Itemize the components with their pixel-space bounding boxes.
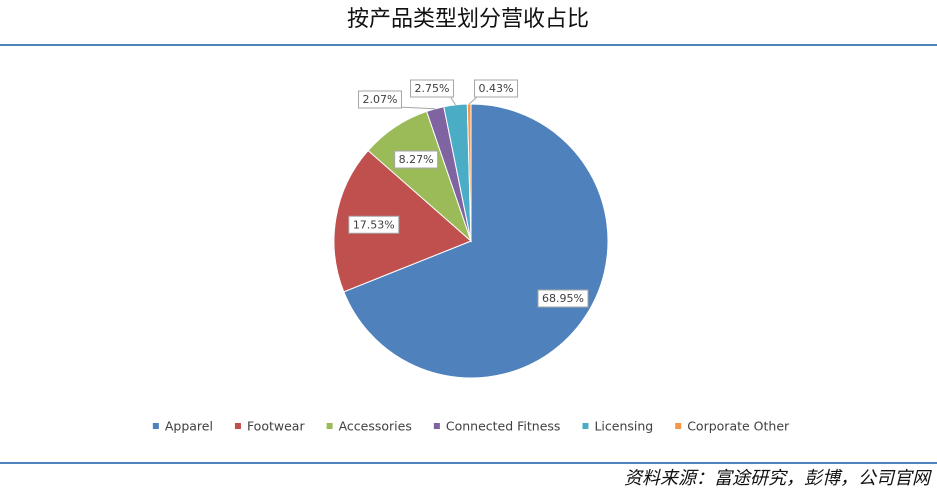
chart-title: 按产品类型划分营收占比 (347, 7, 589, 32)
legend-swatch (433, 423, 440, 429)
legend-label: Connected Fitness (446, 419, 561, 434)
legend-swatch (152, 423, 159, 429)
legend-swatch (326, 423, 333, 429)
label-box (410, 79, 454, 98)
label-box (537, 289, 589, 308)
legend-label: Licensing (594, 419, 653, 434)
pie-slice (343, 103, 609, 379)
pie-slice (333, 149, 472, 293)
data-label: 2.07% (363, 93, 398, 106)
label-box (348, 215, 400, 234)
source-note: 资料来源：富途研究，彭博，公司官网 (624, 468, 932, 489)
legend-label: Apparel (165, 419, 213, 434)
label-box (474, 79, 518, 98)
pie-slice (466, 103, 472, 242)
legend-swatch (675, 423, 682, 429)
data-label: 2.75% (415, 82, 450, 95)
legend-swatch (582, 423, 589, 429)
data-label: 68.95% (542, 292, 584, 305)
data-label: 0.43% (479, 82, 514, 95)
data-label: 17.53% (353, 218, 395, 231)
data-label: 8.27% (399, 153, 434, 166)
legend-label: Accessories (339, 419, 412, 434)
label-box (394, 150, 439, 169)
legend-label: Footwear (247, 419, 306, 434)
label-box (358, 90, 402, 109)
legend-swatch (234, 423, 241, 429)
legend-label: Corporate Other (687, 419, 790, 434)
